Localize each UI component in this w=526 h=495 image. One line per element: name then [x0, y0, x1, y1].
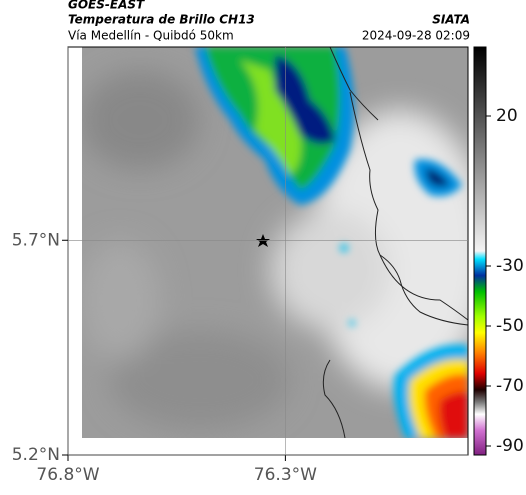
- colorbar: [473, 46, 487, 456]
- subtitle: Temperatura de Brillo CH13: [68, 13, 255, 27]
- source: SIATA: [432, 13, 470, 27]
- colorbar-tick-label: -50: [496, 316, 524, 336]
- colorbar-tick-label: -30: [496, 256, 524, 276]
- y-tick-label: 5.7°N: [12, 230, 60, 250]
- y-tick-label: 5.2°N: [12, 445, 60, 465]
- title: GOES-EAST: [68, 0, 145, 12]
- satellite-image: [82, 47, 468, 438]
- colorbar-tick-label: -70: [496, 376, 524, 396]
- x-tick-label: 76.8°W: [36, 465, 99, 485]
- x-tick-label: 76.3°W: [254, 465, 317, 485]
- datetime: 2024-09-28 02:09: [362, 29, 470, 43]
- header: GOES-EAST Temperatura de Brillo CH13 Vía…: [68, 0, 470, 43]
- region: Vía Medellín - Quibdó 50km: [68, 29, 234, 43]
- colorbar-tick-label: 20: [496, 106, 518, 126]
- colorbar-tick-label: -90: [496, 436, 524, 456]
